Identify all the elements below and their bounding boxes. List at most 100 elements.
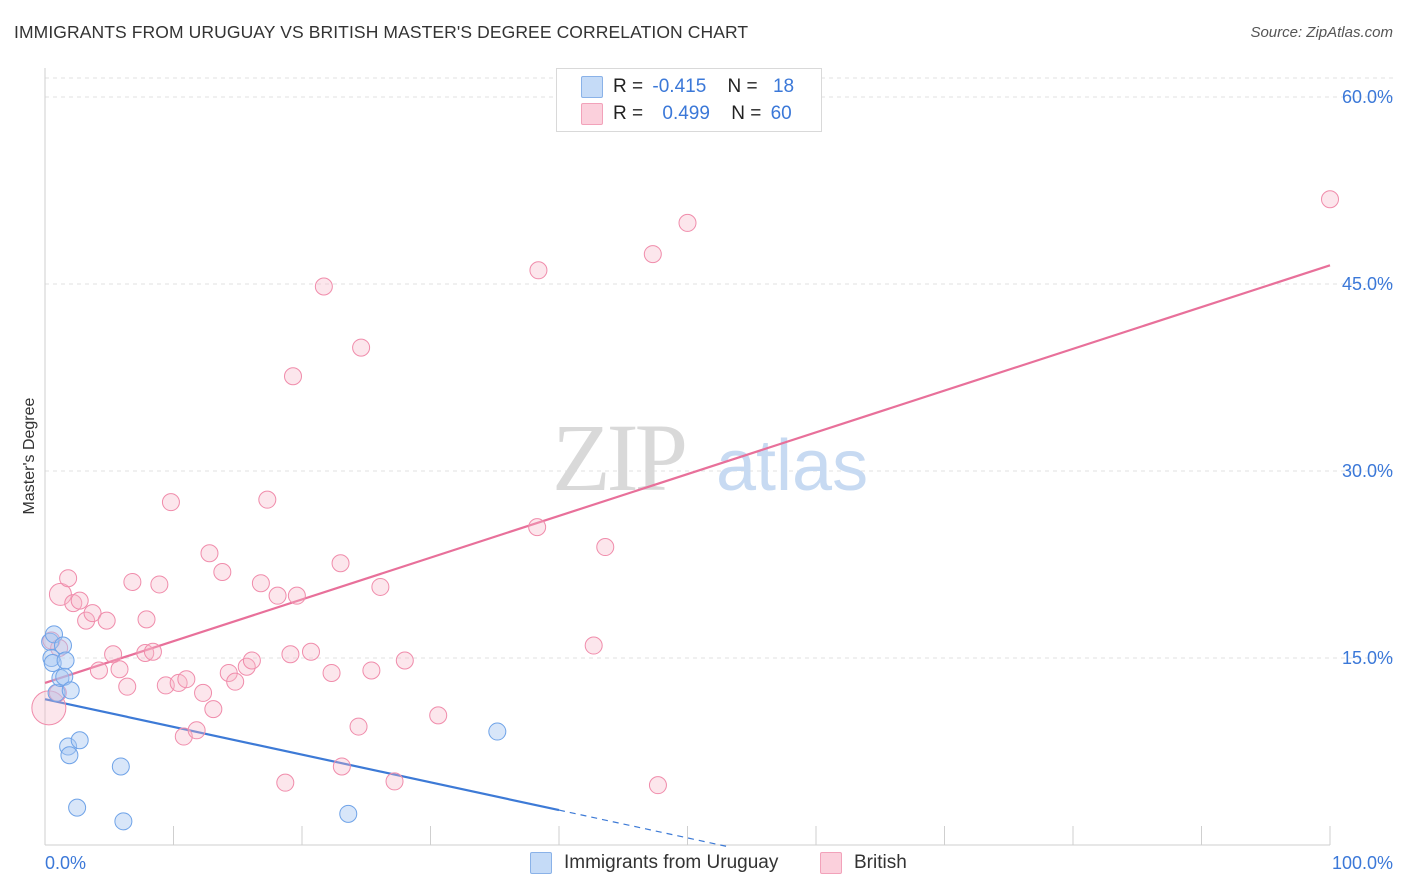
- british-point: [161, 493, 180, 512]
- british-point: [349, 717, 368, 736]
- british-point: [678, 213, 697, 232]
- british-point: [648, 776, 667, 795]
- british-point: [89, 661, 108, 680]
- uruguay-point: [61, 681, 80, 700]
- british-point: [395, 651, 414, 670]
- y-tick-label: 15.0%: [1342, 648, 1393, 668]
- british-point: [352, 338, 371, 357]
- british-point: [123, 572, 142, 591]
- british-point: [70, 591, 89, 610]
- british-point: [137, 610, 156, 629]
- british-point: [104, 645, 123, 664]
- correlation-legend: R = -0.415 N = 18 R = 0.499 N = 60: [556, 68, 822, 132]
- x-tick-label: 0.0%: [45, 853, 86, 873]
- british-point: [187, 721, 206, 740]
- british-point: [276, 773, 295, 792]
- british-point: [287, 586, 306, 605]
- data-points: [31, 190, 1339, 831]
- british-point: [322, 663, 341, 682]
- british-point: [331, 554, 350, 573]
- y-tick-label: 60.0%: [1342, 87, 1393, 107]
- british-point: [136, 644, 155, 663]
- british-point: [584, 636, 603, 655]
- british-point: [429, 706, 448, 725]
- watermark: ZIP atlas: [552, 404, 868, 511]
- series-legend: Immigrants from Uruguay British: [0, 852, 1406, 878]
- trend-lines: [44, 264, 1331, 847]
- trend-line-british: [44, 264, 1331, 684]
- british-point: [596, 538, 615, 557]
- source-label: Source: ZipAtlas.com: [1250, 24, 1393, 41]
- series-name-uruguay: Immigrants from Uruguay: [564, 852, 779, 873]
- british-point: [314, 277, 333, 296]
- trend-line-uruguay: [44, 698, 560, 812]
- british-point: [59, 569, 78, 588]
- uruguay-point: [53, 636, 72, 655]
- x-tick-labels: 0.0% 100.0%: [45, 853, 1393, 873]
- uruguay-point: [68, 798, 87, 817]
- uruguay-point: [339, 804, 358, 823]
- british-point: [77, 611, 96, 630]
- uruguay-point: [70, 731, 89, 750]
- british-point: [213, 562, 232, 581]
- series-legend-british[interactable]: British: [820, 852, 907, 874]
- british-point: [643, 245, 662, 264]
- watermark-zip: ZIP: [552, 404, 685, 511]
- british-point: [251, 574, 270, 593]
- legend-r-label: R =: [613, 103, 644, 124]
- british-point: [268, 586, 287, 605]
- british-point: [362, 661, 381, 680]
- legend-n-value-uruguay: 18: [772, 76, 795, 97]
- british-point: [301, 642, 320, 661]
- legend-n-label: N =: [727, 76, 758, 97]
- british-point: [110, 660, 129, 679]
- british-point: [226, 672, 245, 691]
- y-axis-label: Master's Degree: [21, 397, 38, 514]
- series-swatch-british: [820, 852, 842, 874]
- legend-n-label: N =: [731, 103, 762, 124]
- british-point: [150, 575, 169, 594]
- uruguay-point: [56, 651, 75, 670]
- trend-line-uruguay-extension: [558, 809, 727, 847]
- series-swatch-uruguay: [530, 852, 552, 874]
- british-point: [83, 604, 102, 623]
- watermark-atlas: atlas: [716, 426, 868, 506]
- british-point: [385, 772, 404, 791]
- legend-r-label: R =: [613, 76, 644, 97]
- british-point: [97, 611, 116, 630]
- british-point: [242, 651, 261, 670]
- uruguay-point: [114, 812, 133, 831]
- uruguay-point: [111, 757, 130, 776]
- british-point: [1321, 190, 1339, 209]
- legend-swatch-uruguay: [581, 76, 603, 98]
- british-point: [118, 677, 137, 696]
- axes: [44, 68, 1331, 846]
- british-point: [528, 518, 547, 537]
- legend-r-value-uruguay: -0.415: [652, 76, 707, 97]
- series-legend-uruguay[interactable]: Immigrants from Uruguay: [530, 852, 778, 874]
- british-point: [194, 683, 213, 702]
- chart-title: IMMIGRANTS FROM URUGUAY VS BRITISH MASTE…: [14, 22, 749, 42]
- y-tick-label: 30.0%: [1342, 461, 1393, 481]
- legend-n-value-british: 60: [770, 103, 792, 124]
- gridlines: [45, 77, 1395, 659]
- uruguay-point: [47, 683, 66, 702]
- british-point: [371, 577, 390, 596]
- series-name-british: British: [854, 852, 907, 873]
- british-point: [143, 642, 162, 661]
- british-point: [332, 757, 351, 776]
- british-point: [281, 645, 300, 664]
- y-tick-label: 45.0%: [1342, 274, 1393, 294]
- uruguay-point: [60, 746, 79, 765]
- british-point: [200, 544, 219, 563]
- british-point: [204, 700, 223, 719]
- british-point: [529, 261, 548, 280]
- british-point: [258, 490, 277, 509]
- y-tick-labels: 15.0% 30.0% 45.0% 60.0%: [1342, 87, 1393, 668]
- x-tick-label: 100.0%: [1332, 853, 1393, 873]
- british-point: [284, 367, 303, 386]
- legend-swatch-british: [581, 103, 603, 125]
- uruguay-point: [488, 722, 507, 741]
- british-point: [31, 690, 67, 726]
